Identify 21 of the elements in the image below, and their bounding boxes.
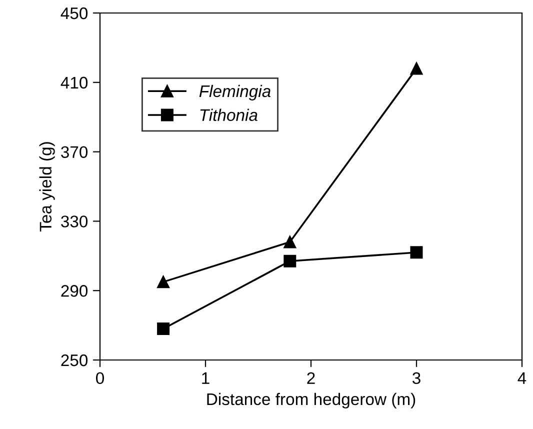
- x-tick-label: 3: [412, 372, 420, 384]
- point: [284, 236, 296, 248]
- y-tick-label: 250: [61, 354, 88, 366]
- point: [410, 246, 423, 259]
- y-axis-title: Tea yield (g): [39, 142, 55, 232]
- point: [157, 276, 170, 288]
- x-tick-label: 4: [518, 372, 526, 384]
- y-tick-label: 370: [61, 146, 88, 158]
- legend-label: Tithonia: [200, 108, 258, 122]
- point: [410, 62, 423, 75]
- x-tick-label: 1: [202, 372, 210, 384]
- y-tick-label: 290: [61, 285, 88, 297]
- y-tick-label: 450: [60, 7, 88, 20]
- y-tick-label: 410: [60, 76, 88, 89]
- point: [284, 254, 296, 268]
- point: [157, 322, 170, 336]
- x-axis-title: Distance from hedgerow (m): [207, 392, 416, 408]
- y-tick-label: 330: [61, 216, 88, 228]
- x-tick-label: 0: [96, 372, 104, 384]
- legend-label: Flemingia: [199, 84, 271, 100]
- x-tick-label: 2: [307, 372, 315, 384]
